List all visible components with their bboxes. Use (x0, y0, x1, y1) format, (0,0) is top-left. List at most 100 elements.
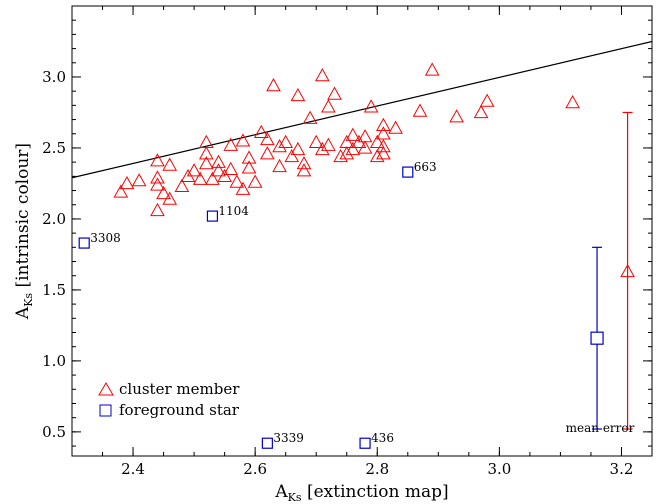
x-tick-label: 3.2 (610, 460, 634, 478)
y-axis-label-main: A (13, 306, 33, 320)
y-tick-label: 0.5 (42, 423, 66, 441)
x-tick-label: 2.6 (243, 460, 267, 478)
cluster-member-point (321, 137, 336, 151)
cluster-member-point (308, 134, 324, 148)
foreground-star-label: 3339 (273, 431, 304, 445)
cluster-member-point (131, 173, 147, 187)
y-tick-label: 1.5 (42, 281, 66, 299)
cluster-member-point (150, 153, 165, 167)
y-tick-label: 2.0 (42, 210, 66, 228)
x-tick-label: 3.0 (487, 460, 511, 478)
cluster-member-point (290, 141, 306, 156)
cluster-member-point (223, 161, 239, 175)
cluster-member-point (345, 127, 361, 141)
cluster-member-point (150, 202, 165, 217)
x-axis-label: AKs [extinction map] (274, 482, 448, 504)
foreground-star-point (359, 437, 371, 449)
error-bar-marker-triangle (620, 263, 635, 278)
cluster-member-point (296, 156, 312, 170)
y-tick-label: 3.0 (42, 68, 66, 86)
cluster-member-point (296, 163, 312, 177)
cluster-member-point (156, 185, 171, 200)
cluster-member-point (119, 175, 135, 190)
cluster-member-point (186, 163, 202, 177)
cluster-member-point (376, 139, 391, 153)
cluster-member-point (272, 158, 287, 173)
legend-triangle-marker (98, 382, 114, 396)
error-bar-marker-square (590, 331, 604, 345)
foreground-star-point (402, 166, 414, 178)
legend-label-foreground: foreground star (119, 401, 240, 419)
cluster-member-point (363, 99, 379, 113)
y-tick-label: 1.0 (42, 352, 66, 370)
cluster-member-point (211, 154, 226, 168)
cluster-member-point (369, 134, 385, 148)
legend: cluster member foreground star (98, 380, 240, 419)
cluster-member-point (327, 86, 342, 100)
cluster-member-point (412, 103, 428, 117)
cluster-member-point (162, 191, 178, 205)
cluster-member-point (369, 148, 385, 163)
x-tick-label: 2.8 (365, 460, 389, 478)
cluster-member-point (278, 134, 294, 148)
fit-line (71, 40, 653, 179)
x-axis-label-rest: [extinction map] (302, 482, 449, 502)
cluster-member-point (192, 171, 208, 185)
cluster-member-point (229, 174, 245, 188)
cluster-member-point (314, 68, 330, 82)
cluster-member-point (113, 184, 129, 198)
cluster-member-point (376, 117, 391, 131)
cluster-member-point (449, 109, 464, 123)
cluster-member-point (260, 146, 275, 160)
cluster-member-point (223, 137, 239, 151)
foreground-star-point (261, 437, 273, 449)
mean-error-label: mean error (566, 421, 635, 435)
cluster-member-point (424, 62, 440, 76)
x-axis-label-main: A (274, 482, 288, 502)
cluster-member-point (357, 140, 373, 154)
y-axis-label-rest: [intrinsic colour] (13, 143, 33, 293)
y-axis-label: AKs [intrinsic colour] (13, 143, 35, 320)
foreground-star-point (206, 210, 219, 222)
cluster-member-point (235, 133, 251, 147)
foreground-star-label: 3308 (90, 231, 121, 245)
cluster-member-point (150, 177, 165, 191)
cluster-member-point (284, 148, 300, 163)
cluster-member-point (174, 178, 190, 192)
cluster-member-point (345, 141, 361, 156)
cluster-member-point (241, 150, 257, 164)
y-axis-label-sub: Ks (22, 293, 35, 307)
cluster-member-point (211, 163, 226, 177)
cluster-member-point (321, 99, 336, 113)
cluster-member-point (235, 181, 251, 195)
cluster-member-point (314, 141, 330, 156)
cluster-member-point (357, 129, 373, 143)
cluster-member-point (473, 104, 489, 119)
cluster-member-point (198, 134, 214, 148)
cluster-member-point (302, 110, 318, 124)
cluster-member-point (376, 126, 391, 140)
axis-ticks: 2.4 2.6 2.8 3.0 3.2 0.5 1.0 1.5 2.0 2.5 3.0 (42, 5, 653, 478)
cluster-member-point (253, 124, 269, 139)
data-points: 3308 1104 663 3339 436 (78, 62, 580, 449)
cluster-member-point (162, 157, 178, 171)
cluster-member-point (388, 120, 403, 134)
cluster-member-point (217, 168, 232, 183)
cluster-member-point (333, 148, 348, 163)
foreground-star-label: 1104 (218, 204, 249, 218)
x-axis-label-sub: Ks (288, 491, 302, 504)
cluster-member-point (260, 131, 275, 146)
cluster-member-point (290, 87, 306, 102)
plot-frame (71, 5, 653, 457)
foreground-star-label: 436 (371, 431, 394, 445)
foreground-star-label: 663 (414, 160, 437, 174)
cluster-member-point (247, 174, 263, 188)
cluster-member-point (198, 146, 214, 160)
foreground-star-point (78, 237, 90, 249)
cluster-member-point (339, 146, 355, 160)
cluster-member-point (150, 170, 165, 184)
mean-error-bars (590, 111, 635, 430)
cluster-member-point (479, 93, 495, 107)
cluster-member-point (266, 77, 281, 92)
